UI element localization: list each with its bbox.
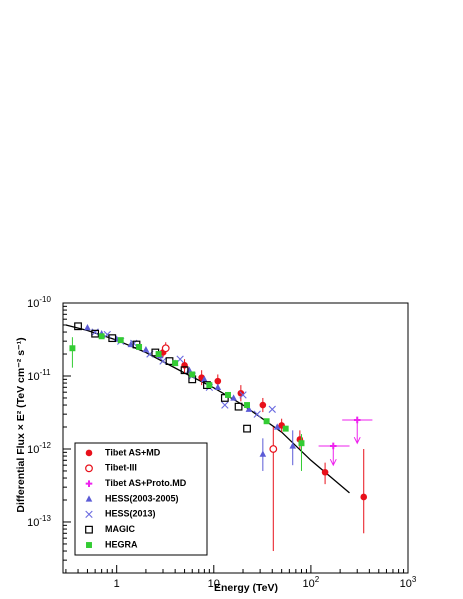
legend-marker [85,449,93,457]
x-tick-label: 1 [114,578,120,590]
marker [269,445,278,453]
marker [91,329,100,338]
marker [172,360,179,367]
legend-label: HESS(2003-2005) [105,493,179,503]
marker [214,383,222,390]
marker [321,468,329,476]
marker [180,366,189,375]
marker [136,343,143,350]
marker [206,382,213,389]
marker [353,416,361,424]
x-tick-label-base: 10 [303,578,315,590]
marker [259,401,267,409]
marker [225,391,231,398]
marker [263,418,270,425]
y-tick-label-base: 10 [27,517,39,529]
marker [221,401,229,409]
y-tick-label-exponent: -12 [39,441,51,450]
marker [329,442,337,450]
marker [98,333,105,340]
marker [155,351,162,357]
marker [244,402,251,409]
y-tick-label-exponent: -13 [39,514,51,523]
marker [159,357,167,365]
legend-label: HESS(2013) [105,509,156,519]
marker [220,394,229,402]
y-tick-label-base: 10 [27,444,39,456]
marker [234,402,243,411]
marker [360,493,368,501]
marker [259,450,267,457]
y-tick-label: 10-11 [27,368,51,383]
upper-limit-arrow [353,419,361,445]
marker [74,322,82,331]
marker [273,423,281,430]
marker [245,405,253,412]
y-tick-label: 10-10 [27,295,51,310]
legend-marker [85,480,93,487]
marker [181,362,188,369]
marker [69,345,76,352]
legend-marker [85,510,93,519]
y-tick-label: 10-12 [27,441,51,456]
y-tick-label: 10-13 [27,514,51,529]
marker [214,377,222,385]
x-tick-label-exponent: 2 [315,575,320,584]
legend-label: MAGIC [105,524,135,534]
plot-frame [62,302,409,574]
marker [161,344,170,353]
x-tick-label: 10 [208,578,220,590]
marker [253,410,261,418]
marker [84,323,91,331]
legend-label: HEGRA [105,539,138,549]
y-tick-label-base: 10 [27,298,39,310]
marker [189,371,196,378]
x-axis-title: Energy (TeV) [214,582,278,594]
x-tick-label: 103 [400,575,417,590]
marker [289,442,297,449]
marker [243,424,251,433]
legend-marker [85,464,93,473]
marker [117,337,124,344]
marker [282,425,289,432]
legend-label: Tibet AS+MD [105,447,161,457]
legend-marker [86,542,92,548]
marker [239,391,247,399]
y-tick-label-base: 10 [27,371,39,383]
legend-box [74,442,208,556]
marker [108,334,117,343]
legend-label: Tibet-III [105,463,137,473]
x-tick-label-exponent: 3 [412,575,417,584]
x-tick-label: 102 [303,575,320,590]
marker [142,345,150,353]
legend-marker [85,525,93,534]
y-tick-label-exponent: -10 [39,295,51,304]
legend-marker [85,495,93,502]
y-tick-label-exponent: -11 [40,368,52,377]
marker [268,405,276,413]
marker [127,340,135,348]
legend-label: Tibet AS+Proto.MD [105,478,187,488]
marker [230,394,237,401]
marker [298,440,305,447]
y-axis-title: Differential Flux × E² (TeV cm⁻² s⁻¹) [15,337,27,512]
x-tick-label-base: 10 [400,578,412,590]
marker [201,375,208,382]
